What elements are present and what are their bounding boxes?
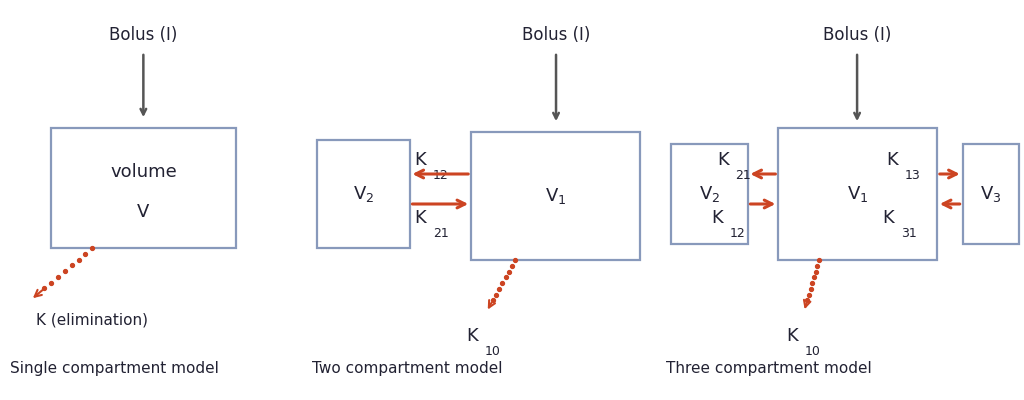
Text: V$_3$: V$_3$ (980, 184, 1001, 204)
Text: K: K (886, 151, 897, 169)
Text: V$_1$: V$_1$ (545, 186, 566, 206)
Text: 13: 13 (904, 169, 920, 182)
Text: 12: 12 (730, 227, 745, 240)
Text: Three compartment model: Three compartment model (666, 360, 871, 376)
Bar (671, 144, 748, 244)
Text: V$_2$: V$_2$ (698, 184, 720, 204)
Text: 21: 21 (433, 227, 449, 240)
Text: 21: 21 (735, 169, 751, 182)
Text: K: K (883, 209, 894, 227)
Text: K: K (466, 327, 477, 345)
Bar (471, 132, 640, 260)
Text: V$_1$: V$_1$ (847, 184, 868, 204)
Text: 10: 10 (805, 345, 821, 358)
Bar (963, 144, 1019, 244)
Text: K: K (415, 209, 426, 227)
Bar (317, 140, 410, 248)
Text: 12: 12 (433, 169, 449, 182)
Text: 10: 10 (484, 345, 501, 358)
Text: Bolus (I): Bolus (I) (522, 26, 590, 44)
Text: K: K (717, 151, 728, 169)
Text: Two compartment model: Two compartment model (312, 360, 503, 376)
Bar (778, 128, 937, 260)
Text: V: V (137, 203, 150, 221)
Text: Single compartment model: Single compartment model (10, 360, 219, 376)
Text: K: K (712, 209, 723, 227)
Text: K: K (415, 151, 426, 169)
Text: 31: 31 (901, 227, 916, 240)
Text: Bolus (I): Bolus (I) (110, 26, 177, 44)
Text: V$_2$: V$_2$ (353, 184, 374, 204)
Text: K (elimination): K (elimination) (36, 312, 147, 328)
Text: K: K (786, 327, 798, 345)
Bar (51, 128, 236, 248)
Text: volume: volume (110, 163, 177, 181)
Text: Bolus (I): Bolus (I) (823, 26, 891, 44)
